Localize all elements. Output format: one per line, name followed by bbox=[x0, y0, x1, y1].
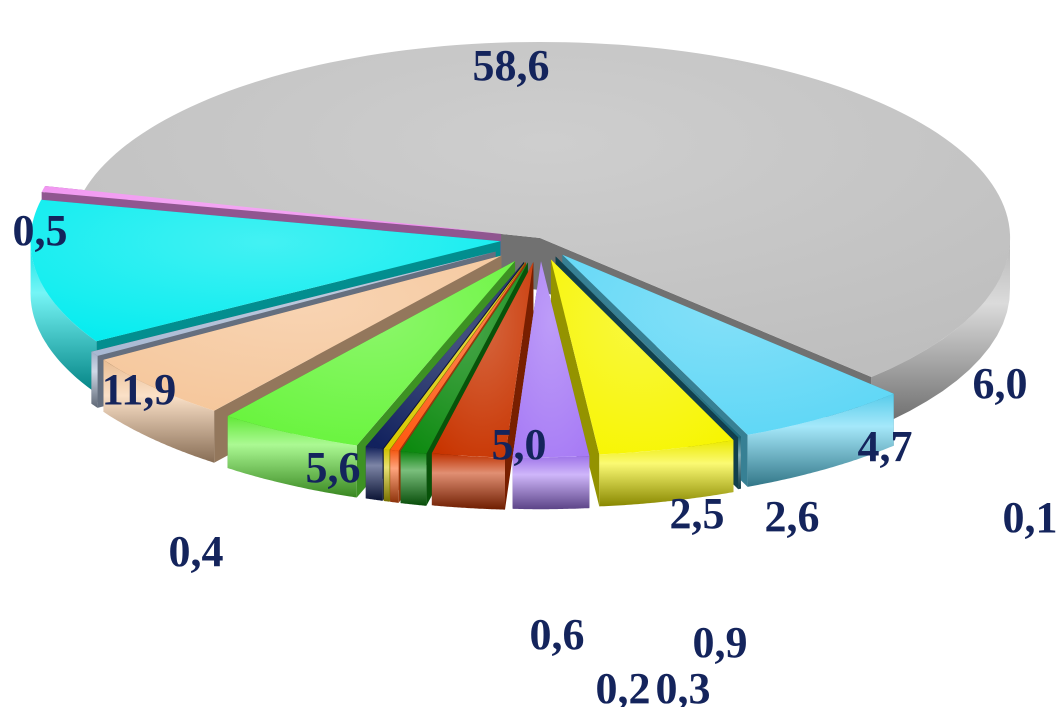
pie-slice-0 bbox=[84, 41, 1011, 377]
slice-label: 0,1 bbox=[1003, 493, 1056, 542]
pie-slice-14 bbox=[41, 186, 502, 234]
pie-slice-side bbox=[30, 238, 97, 394]
slice-label: 5,0 bbox=[492, 420, 547, 469]
slice-label: 0,4 bbox=[169, 527, 224, 576]
pie-slice-12 bbox=[91, 251, 496, 356]
pie-slice-3 bbox=[550, 259, 734, 455]
pie-slice-5 bbox=[431, 261, 534, 458]
pie-slice-9 bbox=[365, 261, 525, 449]
slice-label: 0,3 bbox=[656, 664, 711, 707]
pie-slice-11 bbox=[103, 255, 502, 411]
pie-slice-side bbox=[599, 440, 734, 507]
pie-slice-side bbox=[365, 446, 383, 501]
pie-slice-side bbox=[91, 351, 98, 408]
slice-label: 5,6 bbox=[306, 443, 361, 492]
pie-slice-10 bbox=[227, 260, 516, 446]
slice-label: 11,9 bbox=[102, 365, 177, 414]
slice-label: 58,6 bbox=[473, 41, 550, 90]
pie-slice-side bbox=[738, 436, 741, 490]
pie-slice-7 bbox=[390, 262, 527, 451]
pie-slice-side bbox=[383, 449, 390, 502]
pie-slice-6 bbox=[400, 262, 528, 454]
pie-slice-8 bbox=[383, 262, 526, 450]
pie-slice-13 bbox=[30, 199, 501, 342]
pie-slice-side bbox=[747, 393, 894, 487]
slice-label: 2,5 bbox=[670, 489, 725, 538]
slice-label: 0,6 bbox=[530, 610, 585, 659]
pie-slice-4 bbox=[512, 261, 590, 458]
pie-slice-2 bbox=[555, 256, 741, 438]
pie-slice-side bbox=[512, 456, 590, 510]
pie-slice-side bbox=[227, 416, 357, 498]
slice-label: 2,6 bbox=[765, 492, 820, 541]
pie-slice-side bbox=[871, 236, 1010, 429]
slice-label: 0,2 bbox=[596, 664, 651, 707]
pie-slice-cut-face bbox=[400, 262, 528, 504]
slice-label: 4,7 bbox=[858, 422, 913, 471]
pie-slice-side bbox=[400, 451, 427, 506]
slice-label: 0,9 bbox=[693, 618, 748, 667]
pie-slice-cut-face bbox=[550, 259, 600, 507]
pie-slice-side bbox=[431, 453, 505, 510]
slice-label: 6,0 bbox=[973, 359, 1028, 408]
pie-slice-side bbox=[390, 449, 399, 503]
pie-slice-1 bbox=[562, 254, 894, 435]
slice-label: 0,5 bbox=[13, 206, 68, 255]
pie-slice-side bbox=[103, 359, 215, 463]
